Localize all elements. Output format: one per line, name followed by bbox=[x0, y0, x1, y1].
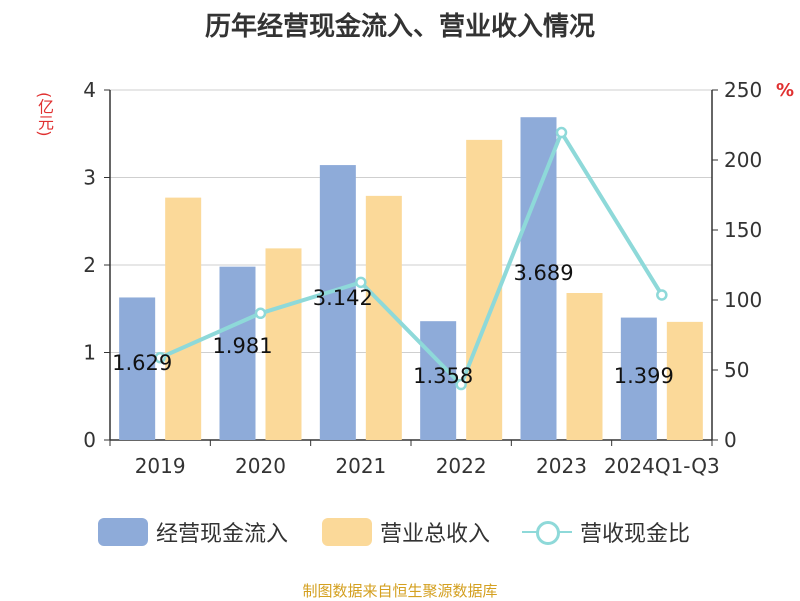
right-tick-label: 200 bbox=[724, 148, 762, 172]
legend-item-revenue[interactable]: 营业总收入 bbox=[322, 516, 490, 548]
left-tick-label: 3 bbox=[83, 166, 96, 190]
chart-title: 历年经营现金流入、营业收入情况 bbox=[204, 12, 595, 42]
data-label: 3.689 bbox=[513, 261, 573, 285]
bar-cash-inflow bbox=[420, 321, 457, 440]
x-tick-label: 2023 bbox=[536, 454, 587, 478]
x-tick-label: 2021 bbox=[335, 454, 386, 478]
ratio-point bbox=[555, 126, 568, 139]
x-tick-label: 2020 bbox=[235, 454, 286, 478]
bar-cash-inflow bbox=[219, 266, 256, 440]
x-tick-label: 2024Q1-Q3 bbox=[604, 454, 720, 478]
ratio-point bbox=[455, 378, 467, 391]
left-axis-unit: (亿元) bbox=[35, 92, 54, 137]
bar-cash-inflow bbox=[319, 165, 356, 440]
x-tick-label: 2019 bbox=[135, 454, 186, 478]
source-note: 制图数据来自恒生聚源数据库 bbox=[302, 582, 498, 600]
bar-cash-inflow bbox=[620, 317, 657, 440]
left-tick-label: 4 bbox=[83, 78, 96, 102]
legend-swatch-cash-inflow bbox=[98, 518, 148, 546]
bar-cash-inflow bbox=[119, 297, 156, 440]
legend-item-cash-inflow[interactable]: 经营现金流入 bbox=[98, 516, 288, 548]
right-axis-unit: % bbox=[776, 80, 795, 101]
bar-revenue bbox=[265, 248, 302, 440]
ratio-line bbox=[159, 130, 664, 387]
right-tick-label: 250 bbox=[724, 78, 762, 102]
ratio-point bbox=[656, 289, 668, 301]
ratio-point bbox=[154, 351, 166, 364]
right-tick-label: 0 bbox=[724, 428, 737, 452]
x-tick-label: 2022 bbox=[436, 454, 487, 478]
legend-label-ratio: 营收现金比 bbox=[580, 522, 691, 547]
legend-line-ratio bbox=[522, 518, 572, 546]
right-tick-label: 150 bbox=[724, 218, 762, 242]
left-tick-label: 0 bbox=[83, 428, 96, 452]
data-label: 3.142 bbox=[313, 286, 373, 310]
legend-label-cash-inflow: 经营现金流入 bbox=[156, 522, 289, 547]
data-label: 1.981 bbox=[212, 334, 272, 358]
bar-revenue bbox=[466, 139, 503, 440]
legend-swatch-revenue bbox=[322, 518, 372, 546]
bar-cash-inflow bbox=[520, 117, 557, 441]
right-tick-label: 100 bbox=[724, 288, 762, 312]
bar-revenue bbox=[666, 321, 703, 440]
data-label: 1.629 bbox=[112, 351, 172, 375]
legend-item-ratio[interactable]: 营收现金比 bbox=[522, 516, 690, 548]
legend-label-revenue: 营业总收入 bbox=[380, 522, 491, 547]
legend: 经营现金流入 营业总收入 营收现金比 bbox=[0, 516, 800, 556]
left-tick-label: 1 bbox=[83, 341, 96, 365]
ratio-point bbox=[254, 307, 267, 320]
bar-revenue bbox=[165, 197, 202, 440]
data-label: 1.399 bbox=[614, 364, 674, 388]
left-tick-label: 2 bbox=[83, 253, 96, 277]
ratio-point bbox=[355, 276, 367, 289]
right-tick-label: 50 bbox=[724, 358, 749, 382]
data-label: 1.358 bbox=[413, 364, 473, 388]
bar-revenue bbox=[566, 293, 603, 440]
